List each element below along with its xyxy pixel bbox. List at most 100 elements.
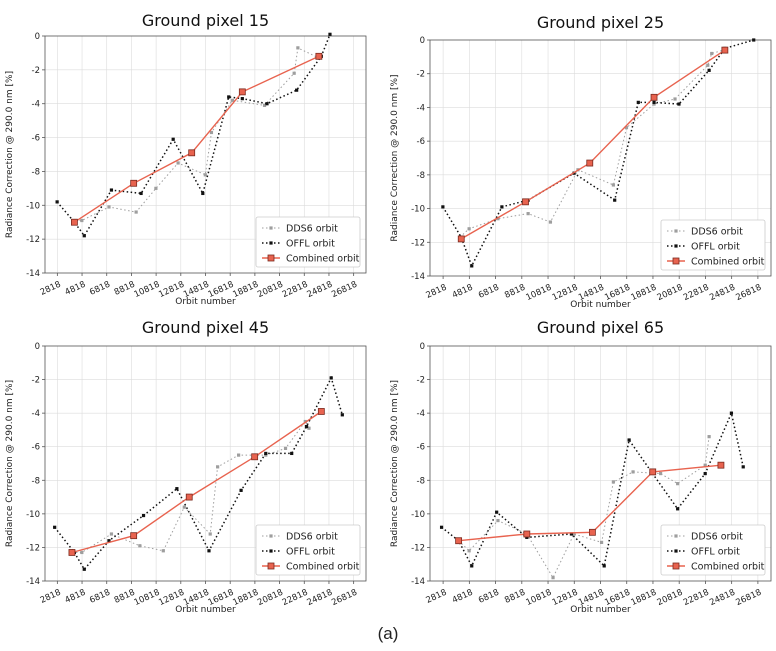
legend-swatch-marker: [674, 244, 678, 248]
offl-point: [201, 191, 205, 196]
offl-point: [109, 188, 114, 192]
x-tick-label: 10818: [525, 588, 554, 608]
offl-point: [328, 32, 332, 36]
dds6-point: [551, 576, 555, 580]
legend-swatch-marker: [269, 241, 273, 245]
combined-point: [717, 461, 725, 469]
offl-point: [304, 424, 309, 429]
y-axis-label: Radiance Correction @ 290.0 nm [%]: [390, 74, 400, 241]
x-tick-label: 18818: [629, 588, 658, 608]
y-tick-label: -2: [417, 70, 425, 80]
dds6-point: [673, 97, 677, 101]
legend-label: DDS6 orbit: [286, 532, 338, 543]
legend-box: [255, 524, 361, 576]
x-tick-label: 22818: [682, 283, 711, 303]
combined-point: [185, 493, 193, 501]
x-tick-label: 4818: [63, 280, 87, 298]
chart-title: Ground pixel 45: [142, 318, 269, 337]
offl-point: [613, 198, 617, 202]
y-tick-label: -4: [417, 409, 425, 419]
dds6-point: [138, 544, 142, 548]
dds6-point: [496, 518, 500, 523]
offl-point: [139, 191, 143, 196]
offl-point: [295, 88, 299, 92]
dds6-point: [230, 98, 235, 102]
offl-point: [207, 549, 211, 553]
y-tick-label: -12: [411, 238, 425, 248]
x-axis-label: Orbit number: [175, 605, 236, 615]
dds6-point: [548, 220, 553, 224]
x-tick-label: 8818: [503, 588, 527, 606]
y-tick-label: -4: [32, 409, 40, 419]
legend-label: OFFL orbit: [286, 239, 335, 250]
combined-point: [238, 88, 246, 96]
x-tick-label: 10818: [133, 588, 162, 608]
dds6-point: [283, 446, 288, 450]
x-tick-label: 24818: [708, 283, 737, 303]
legend: DDS6 orbit OFFL orbit Combined orbit: [660, 219, 766, 271]
y-tick-label: -14: [411, 577, 425, 587]
figure-caption: (a): [377, 624, 399, 643]
x-tick-label: 2818: [425, 588, 449, 606]
dds6-point: [203, 173, 207, 177]
x-tick-label: 26818: [734, 283, 763, 303]
legend-swatch-marker: [672, 562, 680, 570]
x-tick-label: 10818: [525, 283, 554, 303]
dds6-point: [624, 126, 629, 130]
offl-point: [703, 471, 707, 476]
offl-point: [265, 102, 269, 106]
legend-label: Combined orbit: [691, 257, 765, 268]
x-tick-label: 22818: [281, 280, 310, 300]
y-tick-label: -8: [417, 476, 425, 486]
dds6-point: [109, 532, 114, 536]
offl-point: [470, 564, 474, 568]
legend-swatch-marker: [269, 226, 273, 230]
offl-point: [329, 376, 333, 380]
y-tick-label: -10: [411, 205, 425, 215]
offl-point: [676, 507, 680, 511]
y-tick-label: -6: [417, 443, 425, 453]
dds6-point: [706, 63, 710, 67]
x-tick-label: 6818: [88, 280, 112, 298]
combined-point: [586, 159, 594, 167]
dds6-point: [296, 46, 300, 50]
offl-point: [495, 510, 499, 514]
combined-point: [457, 235, 465, 243]
series-line-combined: [74, 55, 320, 223]
legend: DDS6 orbit OFFL orbit Combined orbit: [255, 524, 361, 576]
dds6-point: [209, 130, 214, 135]
legend-swatch-marker: [672, 257, 680, 265]
offl-point: [627, 438, 631, 442]
legend-label: Combined orbit: [691, 562, 765, 573]
x-tick-label: 8818: [113, 280, 137, 298]
x-tick-label: 20818: [656, 588, 685, 608]
dds6-point: [264, 453, 268, 457]
y-tick-label: -2: [32, 376, 40, 386]
dds6-point: [208, 532, 212, 536]
legend-label: Combined orbit: [286, 562, 360, 573]
offl-point: [55, 200, 59, 204]
dds6-point: [303, 419, 307, 424]
y-tick-label: 0: [35, 342, 40, 352]
dds6-point: [631, 470, 635, 474]
y-tick-label: -14: [26, 577, 40, 587]
offl-point: [171, 137, 175, 141]
legend-label: OFFL orbit: [691, 242, 740, 253]
x-tick-label: 18818: [629, 283, 658, 303]
combined-point: [588, 528, 596, 536]
offl-point: [82, 567, 86, 571]
y-tick-label: -8: [417, 171, 425, 181]
dds6-point: [307, 426, 311, 430]
y-tick-label: -2: [32, 66, 40, 76]
y-tick-label: -12: [26, 235, 40, 245]
offl-point: [677, 102, 681, 106]
offl-point: [53, 525, 57, 529]
offl-point: [141, 513, 146, 518]
legend-swatch-marker: [674, 229, 678, 233]
offl-point: [239, 488, 243, 492]
offl-point: [636, 100, 640, 104]
chart-title: Ground pixel 65: [537, 318, 664, 337]
x-tick-label: 4818: [451, 283, 475, 301]
dds6-point: [107, 205, 111, 209]
y-tick-label: -10: [26, 201, 40, 211]
